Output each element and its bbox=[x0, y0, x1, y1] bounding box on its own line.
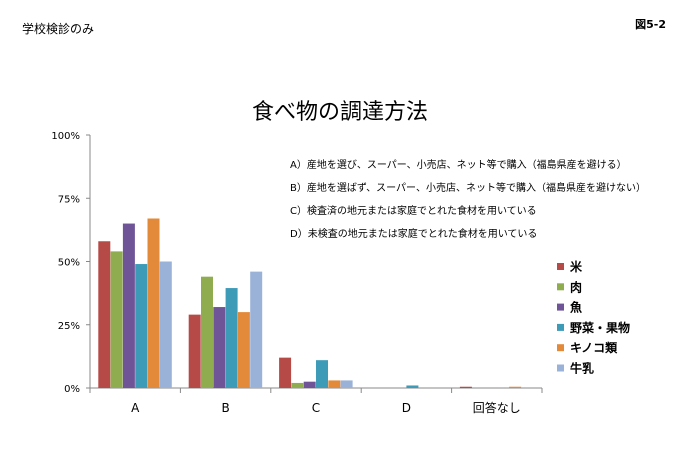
bar bbox=[110, 251, 123, 388]
x-tick-label: 回答なし bbox=[473, 400, 521, 415]
bar bbox=[135, 264, 148, 388]
bar bbox=[509, 386, 522, 388]
legend-label: 魚 bbox=[570, 300, 582, 315]
legend-label: 野菜・果物 bbox=[570, 320, 630, 335]
bar bbox=[279, 357, 292, 388]
y-tick-label: 25% bbox=[58, 321, 80, 332]
bar bbox=[201, 276, 213, 388]
x-tick-label: D bbox=[402, 401, 411, 415]
bar bbox=[406, 385, 419, 388]
legend-swatch bbox=[557, 303, 564, 311]
bar bbox=[291, 382, 304, 388]
y-tick-label: 100% bbox=[51, 131, 80, 142]
chart-title: 食べ物の調達方法 bbox=[251, 100, 428, 125]
bar bbox=[250, 271, 263, 388]
bar bbox=[122, 223, 135, 388]
annotation-line: C）検査済の地元または家庭でとれた食材を用いている bbox=[290, 204, 537, 217]
y-tick-label: 75% bbox=[58, 194, 80, 205]
bar bbox=[340, 380, 353, 388]
bar bbox=[98, 241, 111, 388]
figure-id: 図5-2 bbox=[635, 18, 666, 31]
legend-swatch bbox=[557, 323, 564, 331]
annotation-line: A）産地を選び、スーパー、小売店、ネット等で購入（福島県産を避ける） bbox=[290, 158, 627, 171]
bar bbox=[147, 218, 160, 388]
legend-swatch bbox=[557, 263, 564, 270]
x-tick-label: A bbox=[131, 401, 140, 415]
legend-label: 牛乳 bbox=[570, 361, 594, 376]
x-tick-label: C bbox=[312, 401, 320, 415]
legend-swatch bbox=[557, 283, 564, 291]
bar bbox=[316, 360, 328, 388]
x-tick-label: B bbox=[221, 401, 229, 415]
bar bbox=[459, 386, 472, 388]
bar bbox=[237, 312, 250, 388]
bar bbox=[159, 261, 172, 388]
y-tick-label: 50% bbox=[58, 258, 80, 269]
bar bbox=[188, 314, 201, 388]
legend-label: 米 bbox=[570, 259, 583, 274]
bar bbox=[303, 381, 316, 388]
annotation-line: B）産地を選ばず、スーパー、小売店、ネット等で購入（福島県産を避けない） bbox=[290, 181, 646, 194]
annotation-line: D）未検査の地元または家庭でとれた食材を用いている bbox=[290, 227, 537, 240]
legend-swatch bbox=[557, 344, 564, 352]
bar bbox=[328, 380, 341, 388]
legend-swatch bbox=[557, 364, 564, 372]
legend-label: 肉 bbox=[570, 279, 582, 294]
bar bbox=[225, 288, 238, 388]
legend-label: キノコ類 bbox=[570, 340, 618, 355]
bar bbox=[213, 307, 226, 388]
survey-group-label: 学校検診のみ bbox=[22, 22, 95, 36]
y-tick-label: 0% bbox=[64, 384, 80, 395]
